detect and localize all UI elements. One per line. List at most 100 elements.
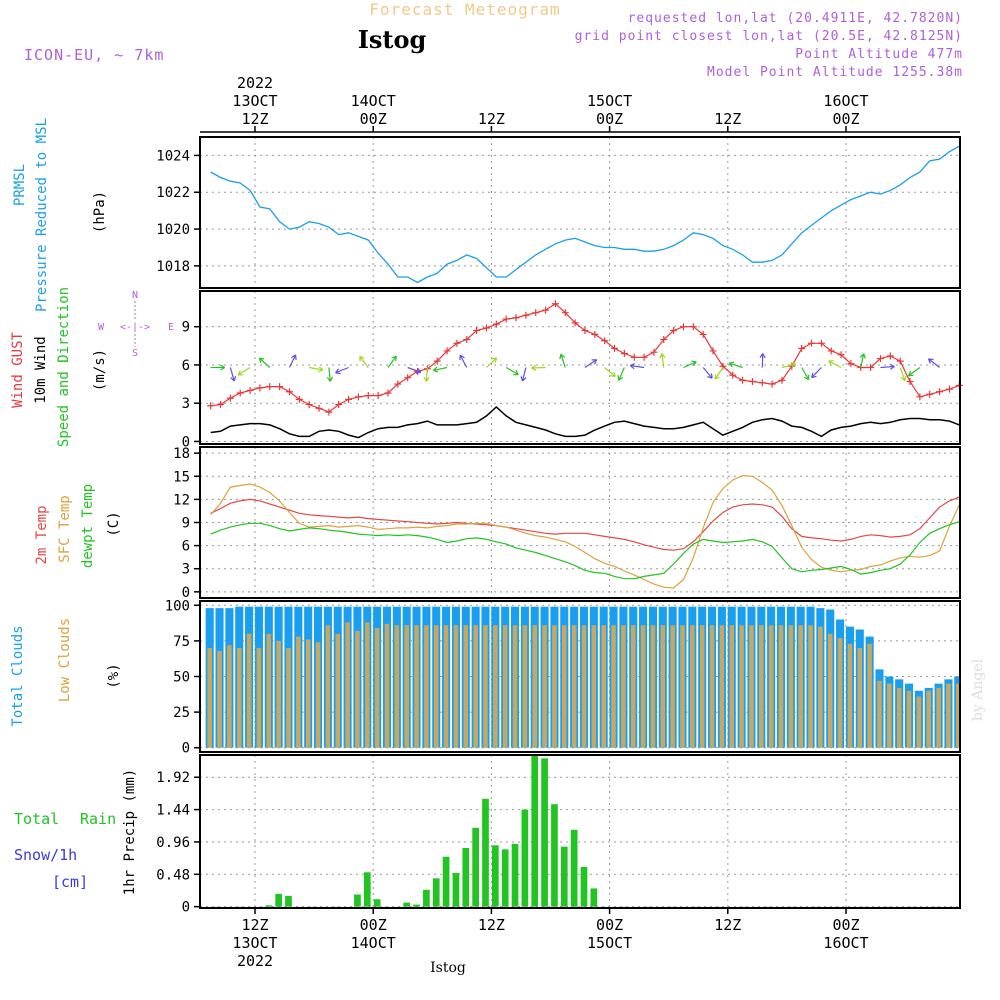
low-clouds-bar [374,628,380,748]
rain-bar [403,902,411,907]
low-clouds-bar [355,630,360,748]
rain-bar [472,827,479,907]
low-clouds-bar [433,625,439,748]
wind-gust-marker [808,339,816,347]
low-clouds-bar [887,683,892,748]
low-clouds-bar [305,639,311,748]
wind-arrow-head [491,357,498,363]
prmsl-label: PRMSL [12,164,28,206]
wind-gust-marker [522,311,530,319]
rain-bar [560,846,568,907]
wind-gust-marker [837,351,845,359]
speed-direction-label: Speed and Direction [56,287,72,447]
low-clouds-bar [227,645,232,748]
rain-bar [551,804,558,907]
top-axis-label: 15OCT [587,92,632,110]
top-axis-label: 16OCT [823,92,868,110]
wind-gust-marker [650,348,658,356]
rain-bar [590,888,598,907]
y-tick-label: 100 [165,598,190,614]
low-clouds-bar [217,650,222,748]
dewpt-series-line [210,521,960,580]
low-clouds-bar [690,625,695,748]
low-clouds-bar [384,623,390,748]
low-clouds-bar [759,625,764,748]
wind-arrow-head [335,368,341,375]
low-clouds-bar [581,625,587,748]
wind-gust-marker [443,347,451,355]
y-tick-label: 1.92 [156,770,190,786]
wind-gust-marker [226,394,234,402]
wind-direction-arrow [860,353,865,368]
wind-gust-marker [886,352,894,360]
low-clouds-bar [365,622,370,748]
low-clouds-bar [621,625,626,748]
model-label: ICON-EU, ~ 7km [24,46,164,64]
wind-gust-marker [217,400,225,408]
low-clouds-bar [453,625,459,748]
wind-gust-marker [827,347,835,355]
bottom-axis-label: 14OCT [351,934,396,952]
wind-gust-marker [305,400,313,408]
y-tick-label: 1020 [156,222,190,238]
rain-bar [363,872,371,907]
low-clouds-bar [552,625,557,748]
wind-gust-marker [778,376,786,384]
low-clouds-bar [630,625,636,748]
wind-direction-arrow [560,353,566,368]
wind-arrow-head [707,373,713,379]
wind-arrow-head [559,353,566,360]
wind-gust-marker [926,390,934,398]
wind-gust-marker [285,388,293,396]
wind-arrow-head [659,353,666,359]
low-clouds-bar [739,625,744,748]
wind-gust-marker [354,393,362,401]
wind-arrow-head [359,355,365,362]
low-clouds-bar [916,696,922,748]
ms-unit: (m/s) [92,349,108,391]
wind-direction-arrow [258,357,271,368]
wind-arrow-head [610,371,616,378]
low-clouds-bar [325,625,331,748]
y-tick-label: 1018 [156,259,190,275]
low-clouds-bar [315,642,321,748]
wind-gust-marker [473,327,481,335]
wind-gust-marker [936,388,944,396]
forecast-title: Forecast Meteogram [369,0,560,19]
wind-arrow-head [291,354,297,360]
wind-gust-marker [276,383,284,391]
low-clouds-bar [847,643,853,748]
y-tick-label: 1024 [156,148,190,164]
bottom-axis-label: 13OCT [232,934,277,952]
wind-gust-marker [295,395,303,403]
wind-gust-marker [482,324,490,332]
requested-coords: requested lon,lat (20.4911E, 42.7820N) [628,11,963,26]
panel-1-grid: 1018 1020 1022 1024 [156,137,960,288]
wind-gust-marker [502,315,510,323]
wind-arrow-head [531,364,537,371]
top-axis-label: 12Z [241,110,268,128]
top-axis-label: 00Z [832,110,859,128]
bottom-axis-label: 00Z [832,916,859,934]
panel-5-grid: 0 0.48 0.96 1.44 1.92 [156,755,960,916]
pressure-series-line [210,145,960,284]
compass-n: N [132,290,138,301]
wind-direction-arrow [880,365,895,369]
low-clouds-label: Low Clouds [57,618,73,702]
rain-bar [521,809,529,907]
wind-direction-arrow [288,354,297,368]
panel-5-frame [199,754,961,909]
wind-direction-arrow [828,360,842,369]
low-clouds-bar [483,625,488,748]
wind-direction-arrow [433,366,448,371]
y-tick-label: 12 [173,492,190,508]
low-clouds-bar [896,687,902,748]
panel-1-frame [199,136,961,289]
wind-gust-marker [758,379,766,387]
low-clouds-bar [788,625,794,748]
low-clouds-bar [837,638,843,748]
wind-gust-marker [630,353,638,361]
low-clouds-bar [956,683,960,748]
